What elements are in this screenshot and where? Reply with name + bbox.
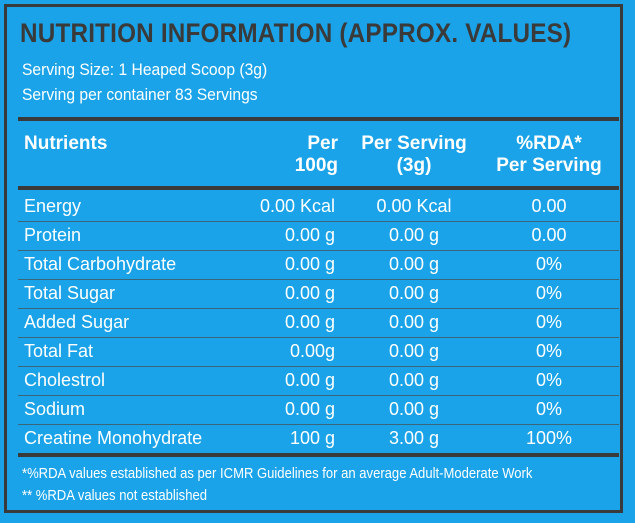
nutrient-name: Total Sugar xyxy=(24,283,116,303)
nutrient-name: Total Carbohydrate xyxy=(24,254,177,274)
row-divider xyxy=(18,337,619,338)
header-per-serving: Per Serving (3g) xyxy=(355,133,473,177)
value-per-100g: 0.00 g xyxy=(284,370,335,390)
serving-size: Serving Size: 1 Heaped Scoop (3g) xyxy=(22,60,268,79)
table-bottom-rule xyxy=(18,453,619,457)
value-rda: 0% xyxy=(535,370,562,390)
table-row: Protein 0.00 g 0.00 g 0.00 xyxy=(18,221,619,250)
value-rda: 0% xyxy=(535,399,562,419)
header-rda: %RDA* Per Serving xyxy=(488,133,610,177)
value-per-100g: 0.00 g xyxy=(284,283,335,303)
value-per-100g: 0.00g xyxy=(289,341,335,361)
header-nutrients-label: Nutrients xyxy=(24,133,108,154)
table-top-rule xyxy=(18,117,619,121)
value-rda: 0% xyxy=(535,283,562,303)
servings-per-container: Serving per container 83 Servings xyxy=(22,85,258,104)
value-per-serving: 0.00 Kcal xyxy=(376,196,452,216)
value-per-100g: 0.00 g xyxy=(284,254,335,274)
header-per-serving-line1: Per Serving xyxy=(361,133,467,154)
value-per-serving: 0.00 g xyxy=(388,312,440,332)
value-rda: 0% xyxy=(535,312,562,332)
value-rda: 0.00 xyxy=(531,196,567,216)
nutrient-name: Energy xyxy=(24,196,82,216)
value-rda: 0.00 xyxy=(531,225,567,245)
nutrient-name: Creatine Monohydrate xyxy=(24,428,203,448)
table-header-rule xyxy=(18,186,619,190)
row-divider xyxy=(18,308,619,309)
value-rda: 0% xyxy=(535,254,562,274)
row-divider xyxy=(18,424,619,425)
page-title: NUTRITION INFORMATION (APPROX. VALUES) xyxy=(20,18,572,48)
nutrient-name: Cholestrol xyxy=(24,370,106,390)
table-row: Total Fat 0.00g 0.00 g 0% xyxy=(18,337,619,366)
table-row: Total Carbohydrate 0.00 g 0.00 g 0% xyxy=(18,250,619,279)
value-per-100g: 0.00 g xyxy=(284,399,335,419)
header-per-100g: Per 100g xyxy=(262,133,338,177)
value-per-serving: 0.00 g xyxy=(388,225,440,245)
header-per-serving-line2: (3g) xyxy=(396,155,432,176)
table-row: Energy 0.00 Kcal 0.00 Kcal 0.00 xyxy=(18,192,619,221)
nutrition-panel xyxy=(4,4,623,513)
row-divider xyxy=(18,395,619,396)
row-divider xyxy=(18,366,619,367)
value-rda: 100% xyxy=(525,428,573,448)
value-per-serving: 0.00 g xyxy=(388,254,440,274)
value-per-serving: 0.00 g xyxy=(388,399,440,419)
table-row: Cholestrol 0.00 g 0.00 g 0% xyxy=(18,366,619,395)
value-per-100g: 100 g xyxy=(289,428,335,448)
value-per-100g: 0.00 g xyxy=(284,225,335,245)
row-divider xyxy=(18,221,619,222)
nutrient-name: Total Fat xyxy=(24,341,94,361)
table-row: Total Sugar 0.00 g 0.00 g 0% xyxy=(18,279,619,308)
value-rda: 0% xyxy=(535,341,562,361)
nutrient-name: Protein xyxy=(24,225,82,245)
value-per-100g: 0.00 Kcal xyxy=(259,196,335,216)
value-per-serving: 3.00 g xyxy=(388,428,440,448)
value-per-100g: 0.00 g xyxy=(284,312,335,332)
value-per-serving: 0.00 g xyxy=(388,283,440,303)
header-per-100g-line1: Per xyxy=(307,133,338,154)
table-row: Sodium 0.00 g 0.00 g 0% xyxy=(18,395,619,424)
nutrient-name: Sodium xyxy=(24,399,86,419)
footnote-rda: *%RDA values established as per ICMR Gui… xyxy=(22,466,533,482)
header-nutrients: Nutrients xyxy=(24,133,107,155)
row-divider xyxy=(18,250,619,251)
table-row: Creatine Monohydrate 100 g 3.00 g 100% xyxy=(18,424,619,453)
nutrient-name: Added Sugar xyxy=(24,312,130,332)
header-per-100g-line2: 100g xyxy=(294,155,338,176)
header-rda-line2: Per Serving xyxy=(496,155,602,176)
value-per-serving: 0.00 g xyxy=(388,370,440,390)
value-per-serving: 0.00 g xyxy=(388,341,440,361)
header-rda-line1: %RDA* xyxy=(516,133,582,154)
footnote-not-established: ** %RDA values not established xyxy=(22,488,207,504)
table-row: Added Sugar 0.00 g 0.00 g 0% xyxy=(18,308,619,337)
row-divider xyxy=(18,279,619,280)
